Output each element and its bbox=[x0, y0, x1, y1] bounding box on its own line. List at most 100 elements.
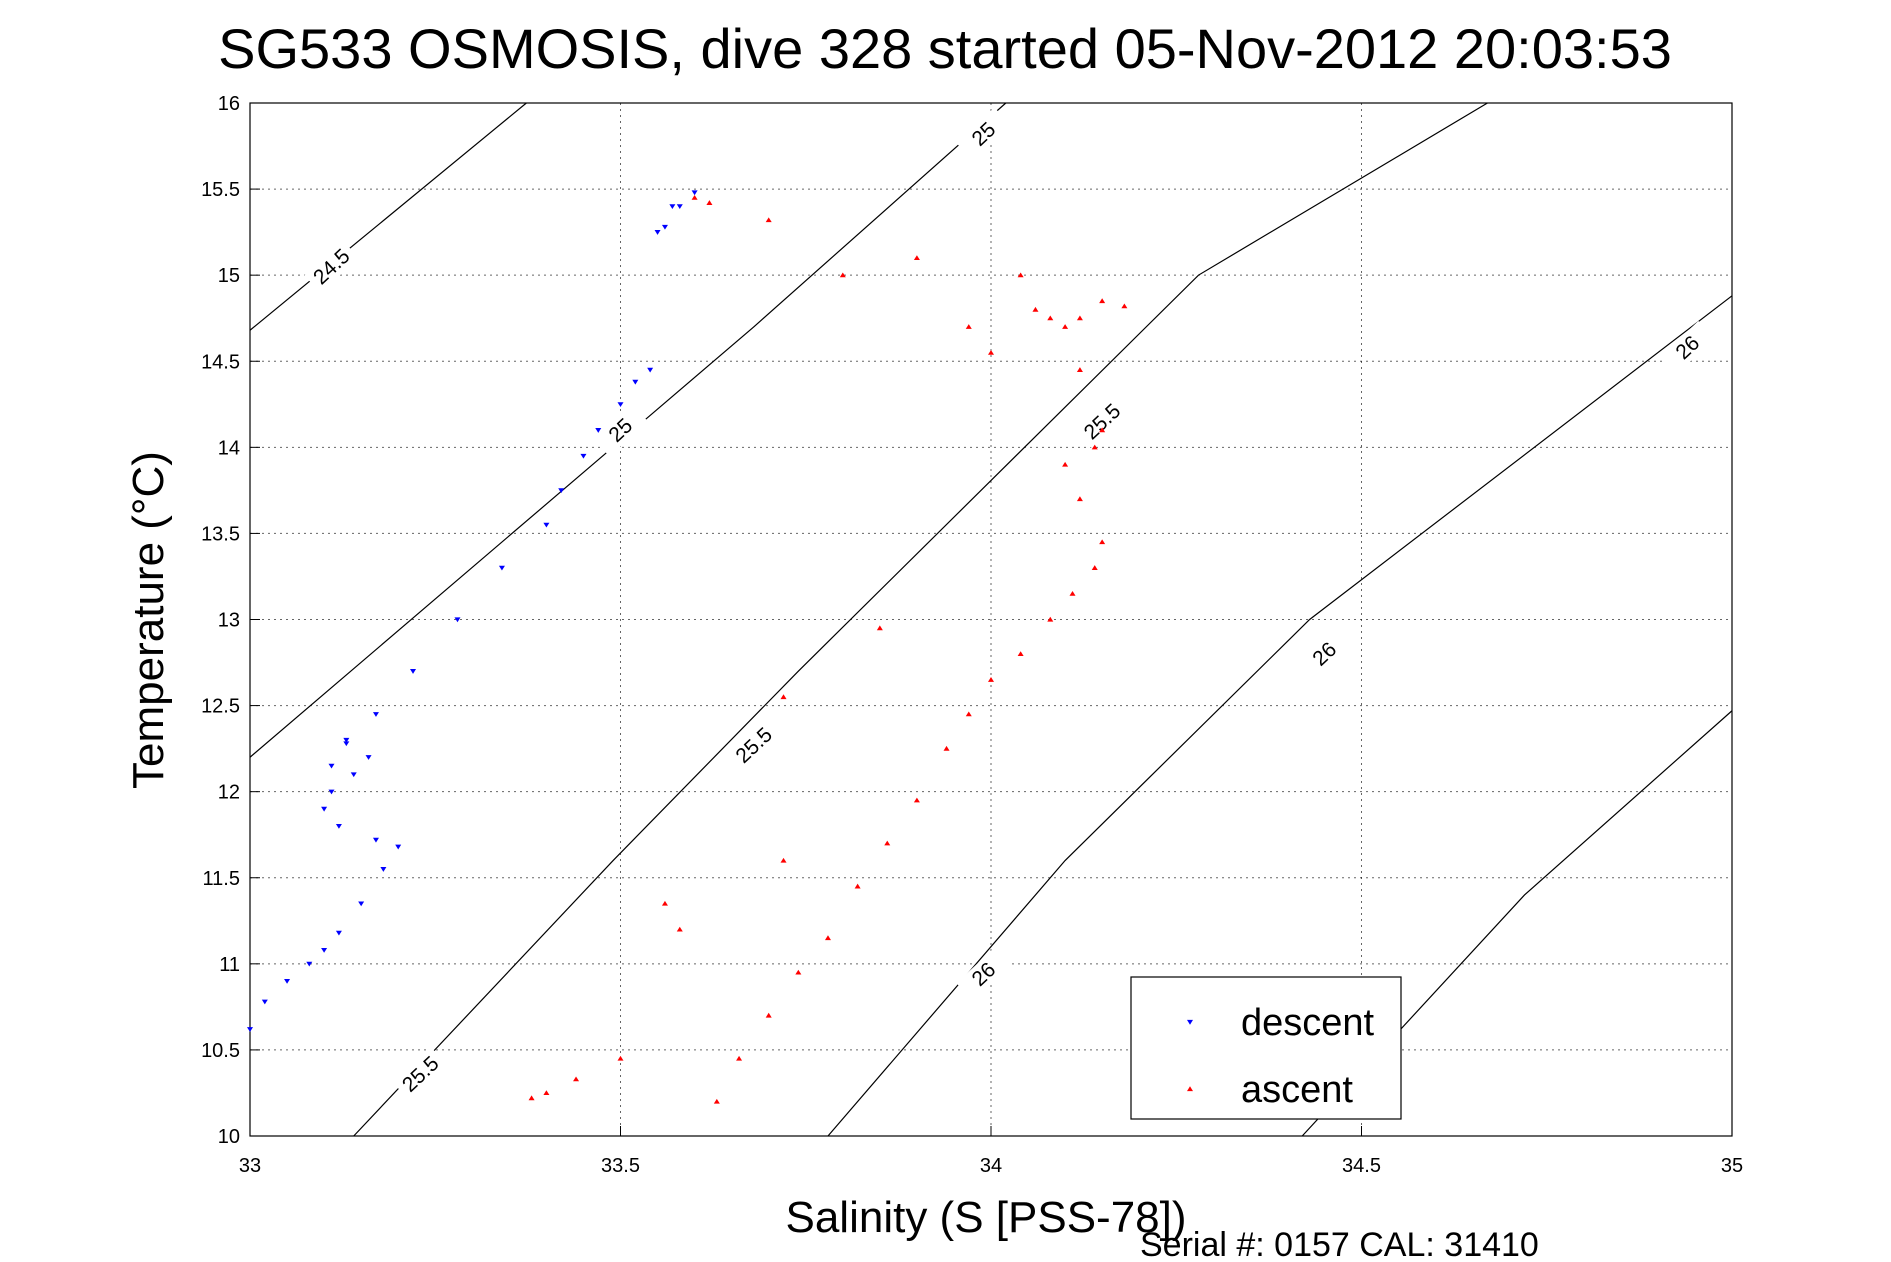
ascent-point bbox=[1076, 367, 1083, 372]
ascent-point bbox=[1099, 298, 1106, 304]
y-tick-label: 15.5 bbox=[201, 179, 240, 201]
ascent-point bbox=[1017, 272, 1024, 278]
contour-label-background bbox=[726, 718, 782, 772]
y-tick-label: 11.5 bbox=[203, 868, 240, 890]
serial-cal-footer: Serial #: 0157 CAL: 31410 bbox=[1140, 1226, 1539, 1262]
descent-point bbox=[284, 978, 291, 984]
descent-point bbox=[395, 844, 402, 850]
y-tick-label: 12.5 bbox=[201, 696, 240, 718]
y-tick-label: 14.5 bbox=[201, 351, 240, 373]
descent-point bbox=[661, 224, 668, 230]
ascent-point bbox=[913, 255, 920, 261]
chart-title: SG533 OSMOSIS, dive 328 started 05-Nov-2… bbox=[218, 17, 1672, 80]
ascent-point bbox=[1099, 539, 1106, 545]
ascent-point bbox=[795, 969, 802, 975]
ascent-point bbox=[1062, 324, 1069, 329]
contour-label-background bbox=[304, 240, 359, 294]
x-tick-label: 33 bbox=[239, 1155, 261, 1177]
y-tick-label: 10 bbox=[218, 1126, 240, 1148]
contour-label-background bbox=[956, 107, 1011, 161]
ascent-point bbox=[1017, 651, 1024, 657]
descent-point bbox=[691, 190, 698, 196]
contour-label-background bbox=[1297, 627, 1352, 681]
legend-box bbox=[1130, 976, 1402, 1120]
descent-point bbox=[632, 379, 639, 385]
descent-point bbox=[617, 402, 624, 407]
legend-marker-ascent bbox=[1187, 1086, 1193, 1092]
contour-label-background bbox=[393, 1047, 448, 1101]
x-tick-label: 34.5 bbox=[1342, 1155, 1381, 1177]
axis-ticks: 33 33.5 34 34.5 35 10 10.5 11 11.5 12 12.5 13 13.5 14… bbox=[201, 93, 1743, 1177]
descent-point bbox=[358, 901, 365, 907]
descent-point bbox=[410, 669, 417, 674]
x-axis-label: Salinity (S [PSS-78]) bbox=[785, 1193, 1186, 1242]
y-tick-label: 12 bbox=[218, 782, 240, 804]
descent-point bbox=[350, 772, 357, 778]
legend-label-ascent: ascent bbox=[1241, 1069, 1353, 1111]
ascent-point bbox=[988, 349, 994, 355]
contour-label-background bbox=[956, 947, 1011, 1001]
ascent-point bbox=[780, 694, 787, 700]
y-tick-label: 13 bbox=[218, 610, 240, 632]
ascent-point bbox=[913, 797, 920, 803]
descent-point bbox=[654, 230, 661, 235]
ascent-point bbox=[943, 745, 950, 751]
ascent-point bbox=[988, 677, 994, 682]
y-tick-label: 13.5 bbox=[201, 523, 240, 545]
descent-point bbox=[343, 741, 350, 747]
x-tick-label: 34 bbox=[980, 1155, 1002, 1177]
descent-point bbox=[558, 488, 565, 494]
legend: descent ascent bbox=[1130, 976, 1402, 1120]
ascent-point bbox=[1076, 496, 1083, 502]
density-contour-24.5 bbox=[249, 102, 527, 331]
y-tick-label: 11 bbox=[219, 954, 240, 976]
ascent-point bbox=[884, 840, 891, 846]
ascent-point bbox=[1091, 565, 1098, 570]
y-tick-label: 10.5 bbox=[201, 1040, 240, 1062]
contour-label-background bbox=[1660, 320, 1715, 374]
descent-point bbox=[261, 999, 268, 1005]
ascent-point bbox=[573, 1076, 580, 1082]
descent-point bbox=[247, 1027, 253, 1032]
density-contour-25.5 bbox=[353, 102, 1488, 1137]
contour-label-background bbox=[593, 403, 648, 457]
ascent-point bbox=[965, 711, 972, 717]
ascent-point bbox=[617, 1055, 624, 1061]
descent-point bbox=[306, 961, 313, 967]
descent-point bbox=[321, 806, 328, 812]
y-axis-label: Temperature (°C) bbox=[124, 451, 173, 789]
ascent-point bbox=[824, 935, 831, 941]
ascent-point bbox=[1047, 616, 1054, 622]
ascent-point bbox=[839, 272, 846, 278]
ascent-point bbox=[1099, 427, 1106, 433]
y-tick-label: 16 bbox=[218, 93, 240, 115]
descent-point bbox=[454, 617, 461, 623]
ascent-point bbox=[676, 926, 683, 932]
descent-point bbox=[380, 867, 387, 872]
y-tick-label: 15 bbox=[218, 265, 240, 287]
descent-point bbox=[365, 755, 372, 760]
ascent-point bbox=[965, 324, 972, 329]
data-points bbox=[247, 190, 1128, 1104]
ascent-point bbox=[1069, 590, 1076, 596]
descent-point bbox=[343, 737, 350, 743]
descent-point bbox=[595, 428, 602, 433]
ascent-point bbox=[1062, 461, 1069, 467]
ascent-point bbox=[543, 1090, 550, 1096]
descent-point bbox=[321, 947, 328, 953]
ascent-point bbox=[780, 857, 787, 863]
ascent-point bbox=[691, 194, 698, 200]
ascent-point bbox=[765, 1012, 772, 1018]
descent-point bbox=[580, 453, 587, 459]
descent-point bbox=[543, 522, 550, 528]
descent-point bbox=[372, 837, 379, 843]
ascent-point bbox=[854, 883, 861, 889]
ascent-point bbox=[736, 1055, 743, 1061]
descent-point bbox=[328, 763, 335, 769]
legend-marker-descent bbox=[1187, 1019, 1193, 1025]
ascent-point bbox=[1032, 306, 1039, 312]
ascent-point bbox=[765, 217, 772, 223]
density-contour-25 bbox=[249, 102, 1007, 758]
descent-point bbox=[335, 824, 342, 829]
